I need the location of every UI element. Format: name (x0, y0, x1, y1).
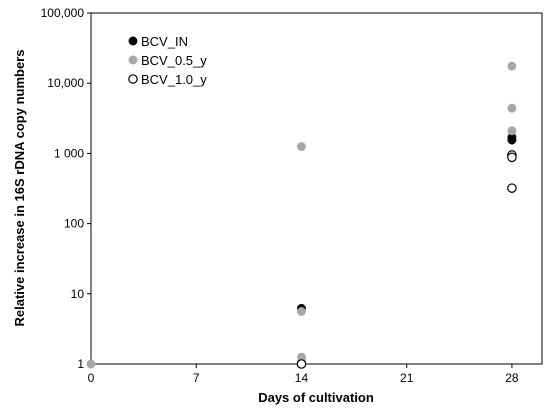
y-tick-label: 100 (64, 217, 84, 231)
legend-label: BCV_1.0_y (141, 72, 207, 87)
legend-marker (128, 55, 138, 65)
data-point (86, 359, 96, 369)
x-tick-label: 7 (193, 371, 200, 385)
legend-label: BCV_0.5_y (141, 53, 207, 68)
x-tick-label: 28 (505, 371, 519, 385)
y-tick-label: 10 (71, 287, 85, 301)
y-tick-label: 10,000 (47, 76, 84, 90)
x-tick-label: 14 (295, 371, 309, 385)
y-tick-label: 1 (77, 357, 84, 371)
data-point (507, 152, 517, 163)
data-point (296, 359, 307, 369)
data-point (507, 103, 517, 113)
data-point (297, 142, 306, 152)
data-point (507, 61, 517, 71)
data-point (297, 307, 306, 316)
legend-label: BCV_IN (141, 34, 188, 49)
x-tick-label: 21 (400, 371, 414, 385)
data-point (507, 135, 517, 145)
data-point (507, 183, 517, 193)
plot-area (90, 12, 543, 365)
y-axis-title: Relative increase in 16S rDNA copy numbe… (12, 50, 27, 327)
x-axis-title: Days of cultivation (258, 390, 374, 405)
legend-marker (128, 74, 138, 84)
legend-marker (128, 36, 138, 46)
x-tick-label: 0 (88, 371, 95, 385)
y-tick-label: 1 000 (54, 146, 84, 160)
y-tick-label: 100,000 (41, 6, 85, 20)
data-point (507, 126, 517, 136)
